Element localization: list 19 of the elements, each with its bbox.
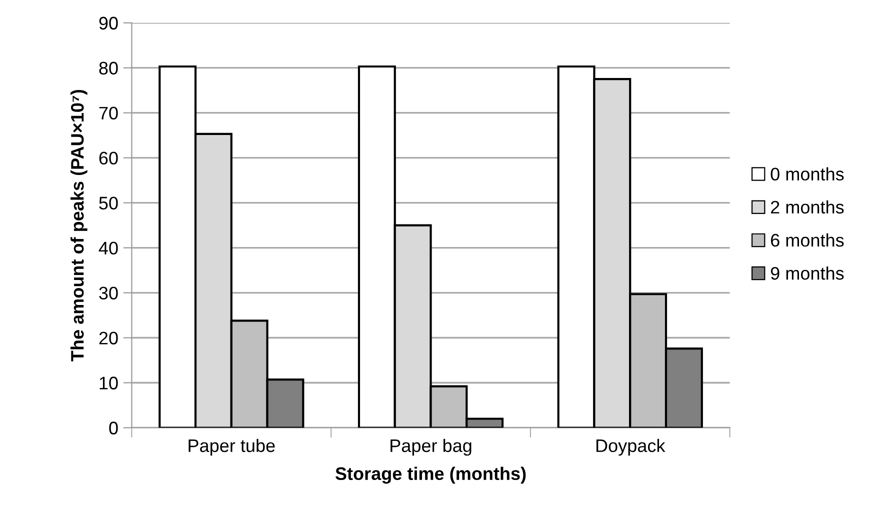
legend-label: 6 months xyxy=(771,233,844,247)
y-tick-label: 20 xyxy=(99,332,118,344)
y-tick-label: 90 xyxy=(99,16,118,30)
x-tick-label: Paper tube xyxy=(188,438,275,456)
y-tick-label: 10 xyxy=(100,376,118,390)
x-tick-label: Paper bag xyxy=(390,438,472,456)
y-tick-label: 50 xyxy=(99,196,118,210)
x-axis-title: Storage time (months) xyxy=(335,466,526,484)
y-tick-label: 60 xyxy=(99,152,118,165)
y-tick-label: 30 xyxy=(99,286,118,300)
x-tick-label: Doypack xyxy=(596,438,666,456)
y-tick-label: 80 xyxy=(99,62,118,75)
legend-label: 9 months xyxy=(770,266,844,280)
y-tick-label: 0 xyxy=(109,422,118,434)
legend-label: 2 months xyxy=(770,200,844,214)
y-axis-title: The amount of peaks (PAU×10⁷) xyxy=(70,90,88,362)
y-tick-label: 70 xyxy=(99,106,118,120)
legend-label: 0 months xyxy=(770,167,844,181)
y-tick-label: 40 xyxy=(98,242,118,255)
